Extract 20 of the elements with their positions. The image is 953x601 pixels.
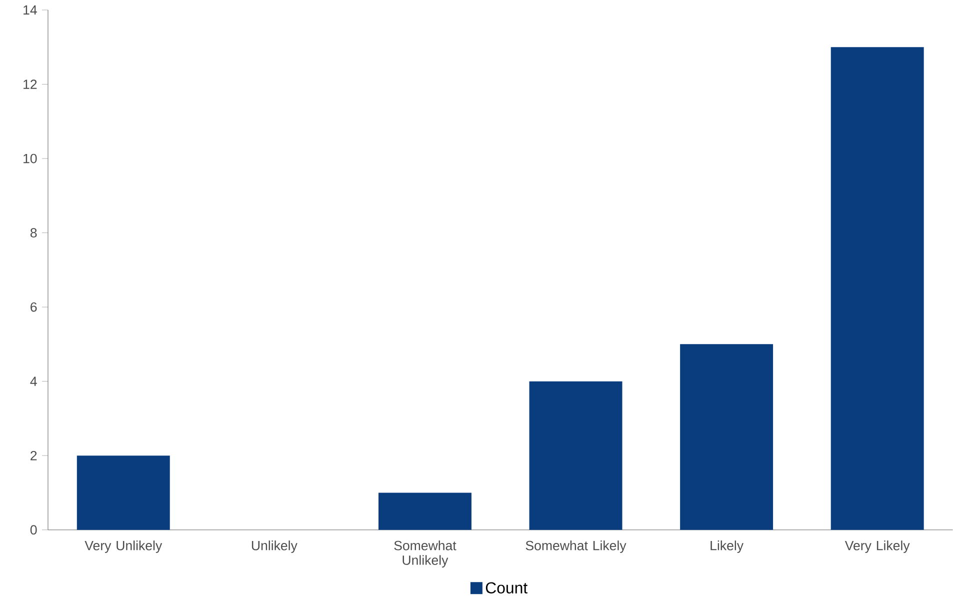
y-tick-label: 4 [30,376,37,386]
y-tick-label: 12 [24,80,37,90]
y-tick-label: 2 [30,451,37,460]
bar [378,492,472,530]
bar [529,381,622,530]
bar [680,344,774,530]
x-tick-label: Somewhat Unlikely [394,540,456,568]
y-tick-label: 0 [30,525,37,535]
x-tick-label: Unlikely [252,540,298,554]
x-tick-label: Likely [710,540,744,554]
y-tick-label: 6 [30,302,37,312]
y-tick-label: 14 [24,6,37,15]
x-tick-label: Very Unlikely [84,540,162,554]
x-tick-label: Somewhat Likely [526,540,626,554]
x-tick-label: Very Likely [844,540,910,554]
y-tick-label: 8 [30,228,37,238]
y-tick-label: 10 [24,154,37,164]
legend-label: Count [486,582,528,594]
bar [830,47,924,530]
bar [76,456,170,530]
